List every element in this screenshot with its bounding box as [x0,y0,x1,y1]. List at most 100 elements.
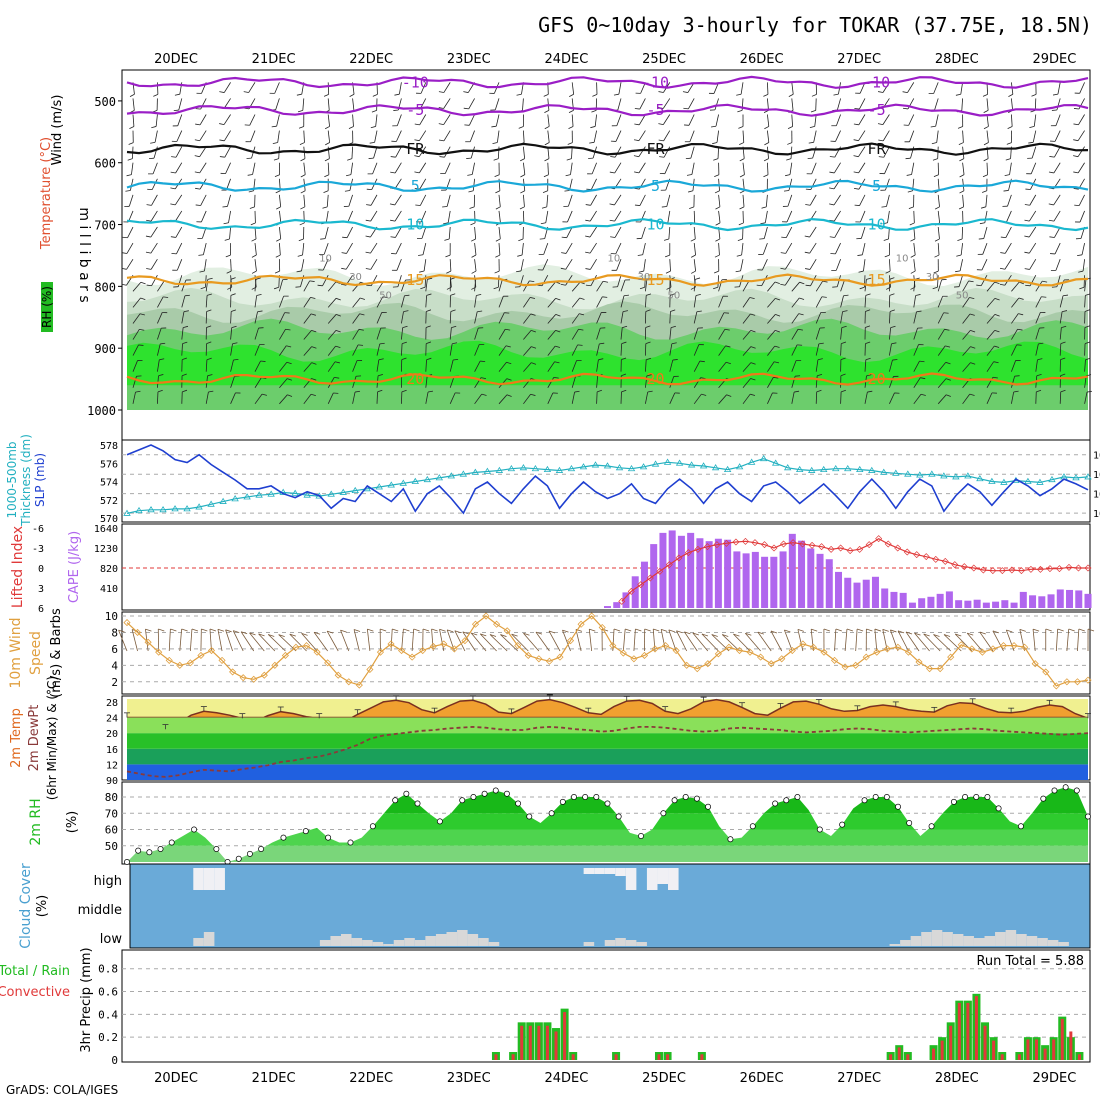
surface-barb-flag [1087,628,1095,632]
wind-barb-flag [390,156,396,158]
wind-barb [523,393,531,405]
wind-barb-flag [661,206,667,208]
wind-barb [960,82,963,95]
wind-barb [448,226,451,240]
li-point [761,541,768,549]
wind-barb [132,114,135,127]
wind-barb [1053,210,1061,222]
pressure-tick-label: 800 [94,280,116,294]
wind-barb [279,362,288,372]
thickness-point [123,509,131,516]
wind-barb [547,314,557,324]
wind-barb [322,258,329,271]
wind-barb [590,275,597,286]
wind-barb [913,393,922,405]
wind-barb-flag [560,267,566,270]
wind-barb-flag [696,310,702,313]
wind-barb [693,243,696,256]
cape-bar [696,538,704,608]
cape-bar [964,600,972,608]
isotherm [126,273,1089,287]
wind-barb-flag [934,238,940,242]
wind-barb-flag [1048,219,1054,222]
wind-barb [859,98,866,110]
wind-barb-flag [311,346,317,349]
wind-barb-flag [420,286,426,290]
bottom-date-label: 27DEC [837,1071,881,1086]
wind-barb [591,162,597,175]
wind-barb [834,226,841,238]
wind-barb [638,114,646,126]
wind-barb [132,344,139,356]
wind-barb [181,311,185,324]
precip-label: 3hr Precip (mm) [79,947,94,1052]
wind-barb [742,297,751,308]
wind-barb [227,194,231,207]
surface-barb [1032,629,1036,652]
surface-barb [588,629,593,652]
wind-barb [962,330,971,340]
surface-barb-flag [447,629,454,633]
wind-barb [718,194,721,207]
wind-barb-flag [544,158,550,162]
wind-barb-flag [774,281,780,285]
wind-barb [590,178,597,190]
wind-barb-flag [233,358,239,361]
wind-barb-flag [1024,268,1030,270]
wind-barb [471,162,475,175]
wind-barb-flag [999,283,1005,286]
wind-barb-flag [438,91,444,93]
surface-barb-flag [676,630,683,634]
top-date-label: 28DEC [935,52,979,67]
wind-barb-flag [255,277,261,280]
li-point [789,539,797,547]
wind-barb-flag [634,108,640,110]
wind-barb [523,130,525,143]
wind-barb [131,162,134,175]
li-point [722,539,730,547]
rh-units-label: (%) [65,811,80,834]
wind-barb [498,296,504,308]
li-point [856,545,864,553]
wind-barb-flag [560,283,566,286]
precip-conv-bar [494,1054,498,1060]
wind-barb [982,242,988,255]
wind-barb [498,210,501,223]
wind-barb [889,343,892,356]
rh-point [638,833,644,839]
wind-legend: Wind (m/s) [50,95,65,166]
wind-barb [150,242,158,254]
wind-barb-flag [480,360,486,363]
wind-barb-flag [531,362,537,365]
bottom-date-label: 23DEC [447,1071,491,1086]
wind-barb-flag [493,286,499,290]
wind-barb [693,210,696,223]
rh-legend-swatch [41,282,53,332]
rh-point [816,826,823,833]
wind-barb [323,242,329,255]
bottom-date-label: 24DEC [544,1071,588,1086]
wind-barb [864,359,867,372]
bottom-date-label: 21DEC [252,1071,296,1086]
wind-barb-flag [878,156,884,158]
wind-barb-flag [810,110,816,113]
wind-point [989,645,997,653]
isotherm-label: FR [647,140,666,158]
wind-barb [858,146,866,157]
wind-barb [1084,295,1086,308]
wind-barb [693,311,698,324]
wind-barb-flag [564,190,570,192]
low-cloud-box [583,942,595,946]
temp-band-top [127,698,1088,699]
wind-barb [565,258,573,270]
wind-barb [1059,295,1064,308]
wind-point [1021,643,1029,651]
wind-barb-flag [621,389,627,393]
wind-barb [814,114,817,127]
thickness-point [964,472,972,479]
wind-barb-flag [553,376,559,379]
wind-barb-flag [531,346,537,349]
wind-barb-flag [1073,123,1079,126]
surface-barb-flag [158,628,165,632]
wind-barb-flag [1028,141,1034,144]
